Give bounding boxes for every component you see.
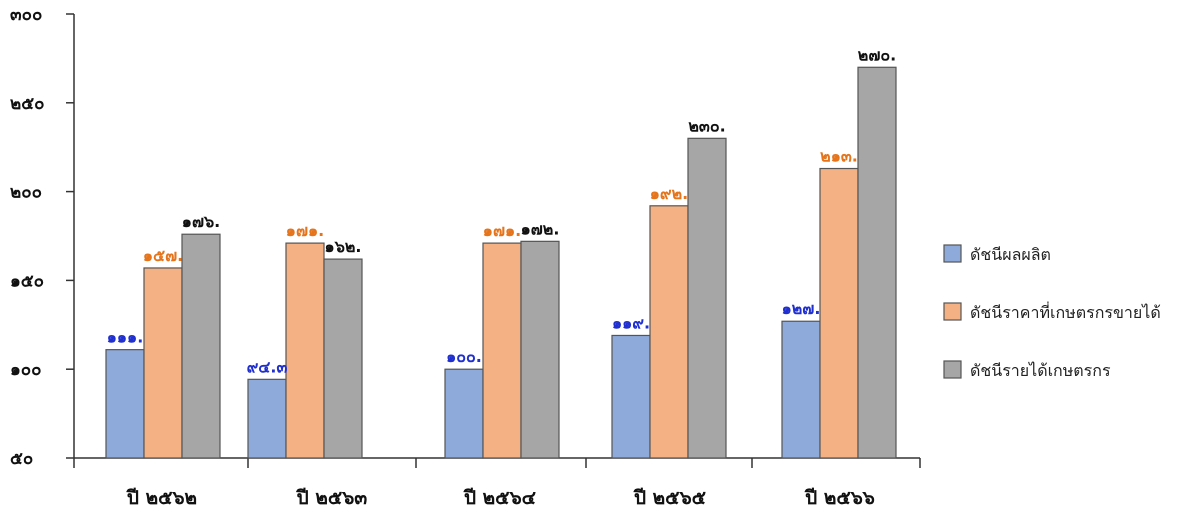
y-tick-label: ๒๐๐ [10,183,42,203]
bar [819,167,859,459]
bar [181,233,221,459]
data-label: ๙๔.๓ [247,357,288,376]
legend-label: ดัชนีรายได้เกษตรกร [970,361,1111,380]
bar [781,320,821,459]
data-label: ๒๑๓. [820,147,858,166]
y-tick-label: ๕๐ [10,449,33,469]
bar [482,242,522,459]
x-axis: ปี ๒๕๖๒ ปี ๒๕๖๓ ปี ๒๕๖๔ ปี ๒๕๖๕ ปี ๒๕๖๖ [73,457,921,509]
data-label: ๑๗๑. [483,221,521,240]
legend-swatch [943,360,962,379]
x-category-label: ปี ๒๕๖๖ [804,487,874,509]
y-tick-label: ๑๐๐ [10,360,42,380]
data-label: ๒๗๐. [858,45,896,64]
bar [444,368,484,459]
bar [687,137,727,459]
data-label: ๑๒๗. [782,299,821,318]
y-tick-label: ๑๕๐ [10,271,44,291]
data-label: ๑๐๐. [446,347,482,366]
x-category-label: ปี ๒๕๖๒ [126,487,197,509]
data-label: ๑๗๒. [521,219,560,238]
bar [143,267,183,459]
data-label: ๒๓๐. [688,116,725,135]
data-label: ๑๙๒. [650,184,689,203]
bars [105,66,897,459]
bar [247,378,287,459]
legend-swatch [943,244,962,263]
bar [857,66,897,459]
bar [520,240,560,459]
bar [649,205,689,459]
data-label: ๑๖๒. [325,237,362,256]
data-label: ๑๑๙. [612,313,650,332]
legend-swatch [943,302,962,321]
data-label: ๑๗๖. [182,212,220,231]
y-axis: ๕๐ ๑๐๐ ๑๕๐ ๒๐๐ ๒๕๐ ๓๐๐ [10,5,75,469]
bar [611,334,651,459]
legend-label: ดัชนีราคาที่เกษตรกรขายได้ [970,301,1161,322]
bar [323,258,363,459]
y-tick-label: ๒๕๐ [10,94,44,114]
data-label: ๑๗๑. [286,221,324,240]
data-labels: ๑๑๑. ๙๔.๓ ๑๐๐. ๑๑๙. ๑๒๗. ๑๕๗. ๑๗๑. ๑๗๑. ๑๙๒. ๒๑๓.… [107,45,896,376]
x-category-label: ปี ๒๕๖๕ [633,487,706,509]
legend: ดัชนีผลผลิตดัชนีราคาที่เกษตรกรขายได้ดัชน… [943,244,1161,380]
data-label: ๑๑๑. [107,328,144,347]
bar [285,242,325,459]
legend-label: ดัชนีผลผลิต [970,245,1051,264]
bar [105,349,145,459]
data-label: ๑๕๗. [143,246,183,265]
x-category-label: ปี ๒๕๖๓ [296,487,367,509]
y-tick-label: ๓๐๐ [10,5,42,25]
x-category-label: ปี ๒๕๖๔ [463,487,536,509]
